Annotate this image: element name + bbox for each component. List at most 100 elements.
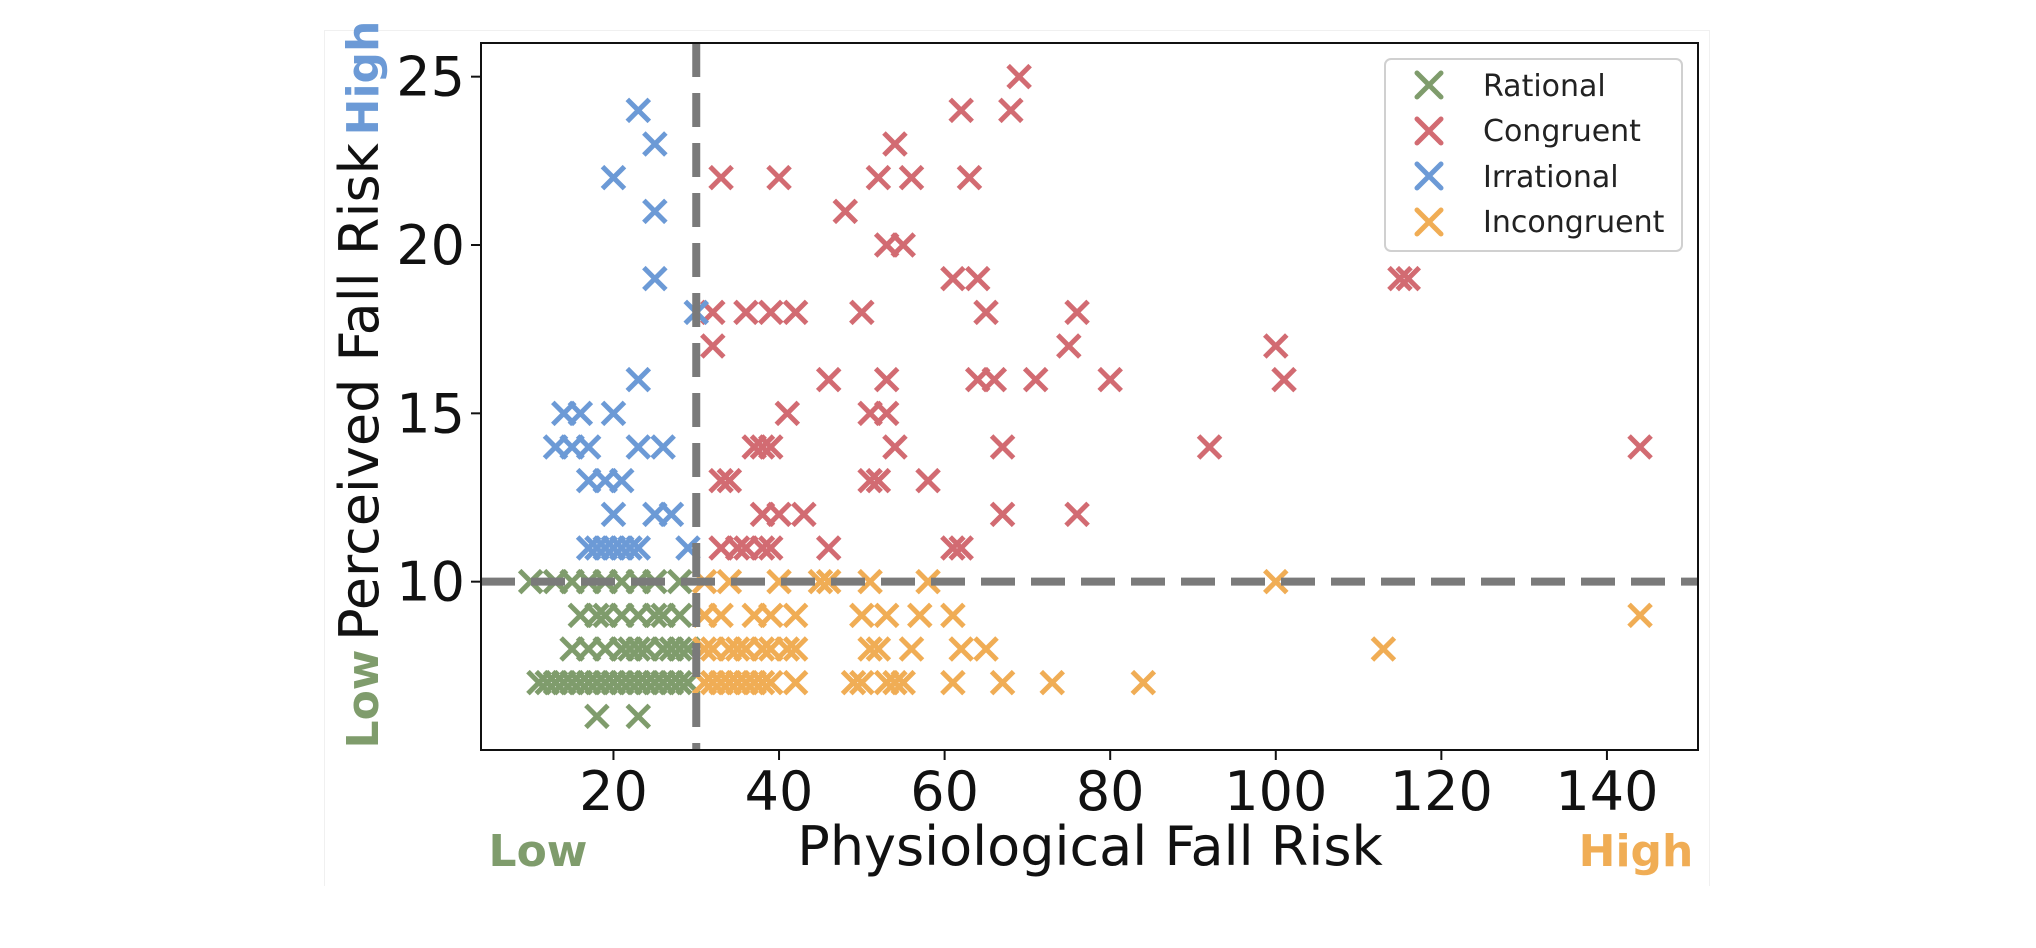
point-congruent bbox=[989, 501, 1016, 528]
point-irrational bbox=[658, 501, 685, 528]
point-incongruent bbox=[1263, 568, 1289, 595]
point-congruent bbox=[757, 299, 784, 326]
y-tick-label: 15 bbox=[396, 382, 465, 445]
point-incongruent bbox=[898, 636, 925, 662]
point-incongruent bbox=[774, 636, 801, 662]
x-tick-label: 140 bbox=[1555, 760, 1658, 823]
point-incongruent bbox=[873, 602, 900, 629]
legend-entry-incongruent: Incongruent bbox=[1414, 205, 1665, 240]
point-irrational bbox=[600, 164, 627, 191]
point-irrational bbox=[625, 434, 652, 460]
legend-label-irrational: Irrational bbox=[1483, 160, 1619, 195]
point-congruent bbox=[757, 535, 784, 561]
point-congruent bbox=[700, 333, 726, 359]
point-congruent bbox=[1097, 366, 1123, 393]
plot-frame bbox=[480, 42, 1699, 751]
point-congruent bbox=[1022, 366, 1049, 393]
point-congruent bbox=[774, 400, 801, 427]
point-rational bbox=[584, 703, 610, 730]
point-congruent bbox=[998, 97, 1024, 124]
point-congruent bbox=[989, 434, 1016, 460]
point-irrational bbox=[617, 535, 643, 561]
point-incongruent bbox=[757, 602, 784, 629]
legend-entry-congruent: Congruent bbox=[1414, 114, 1641, 149]
series-rational bbox=[517, 568, 701, 730]
y-tick-label: 20 bbox=[396, 214, 465, 277]
point-rational bbox=[517, 568, 544, 595]
point-rational bbox=[642, 602, 668, 629]
point-incongruent bbox=[1370, 636, 1397, 662]
point-congruent bbox=[749, 434, 776, 460]
point-congruent bbox=[733, 299, 759, 326]
point-congruent bbox=[849, 299, 875, 326]
point-incongruent bbox=[849, 669, 875, 696]
point-congruent bbox=[898, 164, 925, 191]
series-congruent bbox=[700, 63, 1653, 561]
point-incongruent bbox=[782, 669, 809, 696]
legend-entry-irrational: Irrational bbox=[1414, 160, 1619, 195]
point-irrational bbox=[567, 400, 594, 427]
point-incongruent bbox=[1130, 669, 1157, 696]
point-congruent bbox=[873, 366, 900, 393]
point-congruent bbox=[1056, 333, 1082, 359]
point-rational bbox=[666, 602, 693, 629]
point-congruent bbox=[708, 164, 734, 191]
point-congruent bbox=[766, 501, 792, 528]
x-tick-label: 120 bbox=[1390, 760, 1493, 823]
point-irrational bbox=[650, 434, 676, 460]
point-irrational bbox=[642, 265, 668, 292]
point-congruent bbox=[865, 164, 892, 191]
point-congruent bbox=[1196, 434, 1223, 460]
point-congruent bbox=[716, 467, 743, 494]
plot-area bbox=[481, 43, 1698, 750]
point-congruent bbox=[815, 366, 842, 393]
point-incongruent bbox=[708, 602, 734, 629]
point-incongruent bbox=[840, 669, 867, 696]
x-axis-high-label: High bbox=[1579, 826, 1694, 877]
point-irrational bbox=[575, 434, 602, 460]
point-irrational bbox=[642, 131, 668, 157]
point-congruent bbox=[791, 501, 817, 528]
point-incongruent bbox=[857, 568, 883, 595]
legend-marker-incongruent bbox=[1414, 207, 1444, 237]
series-irrational bbox=[542, 97, 710, 561]
point-incongruent bbox=[940, 602, 966, 629]
point-congruent bbox=[882, 434, 908, 460]
point-rational bbox=[666, 568, 693, 595]
point-irrational bbox=[642, 198, 668, 225]
point-incongruent bbox=[782, 636, 809, 662]
x-axis-low-label: Low bbox=[489, 826, 588, 877]
y-axis-high-label: High bbox=[338, 21, 389, 136]
point-congruent bbox=[915, 467, 941, 494]
point-congruent bbox=[964, 265, 991, 292]
point-incongruent bbox=[865, 636, 892, 662]
legend-box bbox=[1384, 58, 1683, 252]
figure-frame bbox=[324, 30, 1710, 886]
axes: 20 40 60 80 100 120 140 10 15 20 25 bbox=[396, 42, 1699, 823]
point-congruent bbox=[865, 467, 892, 494]
point-irrational bbox=[600, 501, 627, 528]
point-congruent bbox=[1263, 333, 1289, 359]
point-congruent bbox=[1395, 265, 1422, 292]
point-rational bbox=[625, 703, 652, 730]
point-congruent bbox=[724, 535, 751, 561]
point-congruent bbox=[873, 400, 900, 427]
point-rational bbox=[666, 636, 693, 662]
point-congruent bbox=[1064, 299, 1090, 326]
point-incongruent bbox=[716, 568, 743, 595]
point-rational bbox=[625, 636, 652, 662]
point-congruent bbox=[815, 535, 842, 561]
point-congruent bbox=[1006, 63, 1032, 90]
point-congruent bbox=[749, 535, 776, 561]
point-congruent bbox=[940, 265, 966, 292]
x-axis-label: Physiological Fall Risk bbox=[797, 815, 1383, 878]
point-congruent bbox=[757, 434, 784, 460]
point-incongruent bbox=[807, 568, 834, 595]
point-incongruent bbox=[749, 636, 776, 662]
point-incongruent bbox=[940, 669, 966, 696]
point-incongruent bbox=[915, 568, 941, 595]
legend: Rational Congruent Irrational Incongruen… bbox=[1384, 58, 1683, 252]
legend-entry-rational: Rational bbox=[1414, 69, 1606, 104]
point-irrational bbox=[625, 366, 652, 393]
x-tick-label: 20 bbox=[579, 760, 648, 823]
